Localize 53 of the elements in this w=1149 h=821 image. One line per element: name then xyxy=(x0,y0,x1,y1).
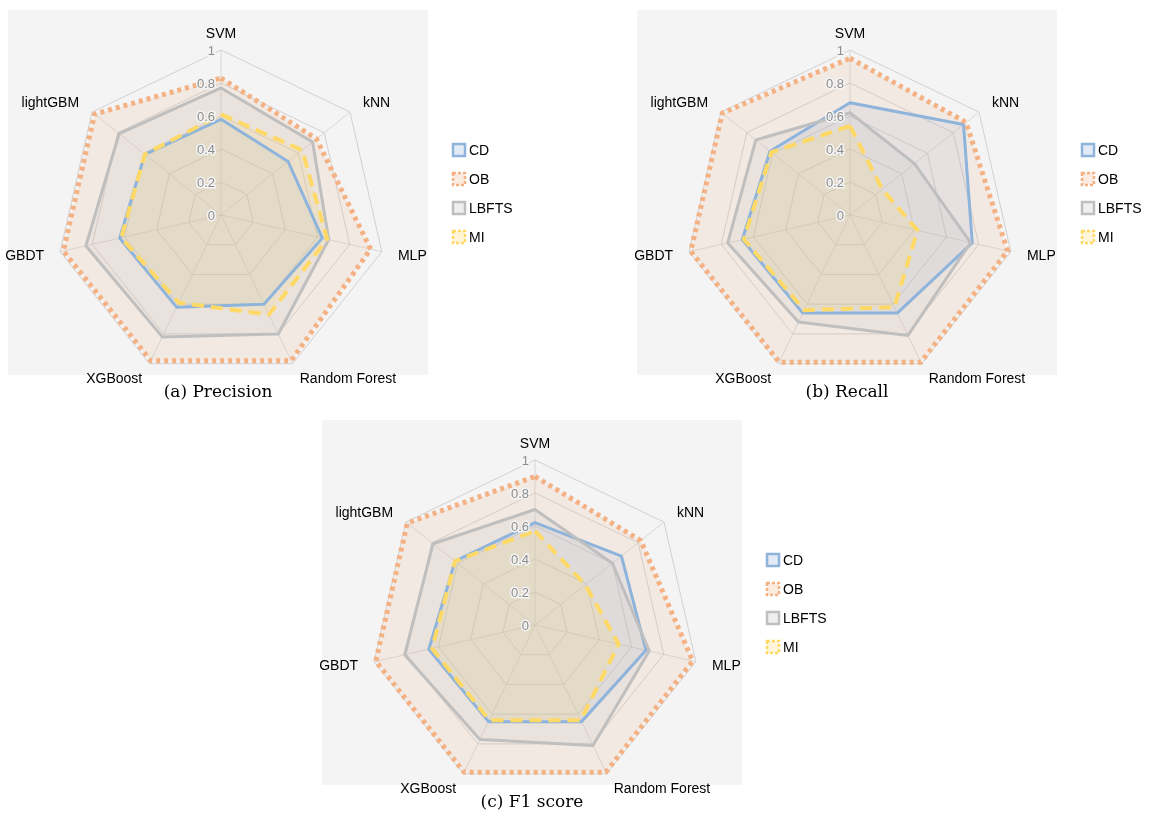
y-tick-label: 0.2 xyxy=(825,174,844,190)
legend-label: CD xyxy=(1098,141,1119,158)
y-tick-label: 0.8 xyxy=(825,75,844,91)
y-tick-label: 0.4 xyxy=(825,141,844,157)
y-tick-label: 0 xyxy=(521,617,529,633)
legend-label: CD xyxy=(469,141,490,158)
y-tick-label: 0.4 xyxy=(510,551,529,567)
spoke-label: Random Forest xyxy=(613,780,711,797)
spoke-label: GBDT xyxy=(5,247,45,264)
spoke-label: XGBoost xyxy=(715,370,772,387)
legend-label: OB xyxy=(783,580,804,597)
spoke-label: kNN xyxy=(676,503,705,520)
y-tick-label: 0.2 xyxy=(510,584,529,600)
spoke-label: lightGBM xyxy=(335,503,394,520)
spoke-label: MLP xyxy=(711,657,741,674)
y-tick-label: 0.6 xyxy=(196,108,215,124)
spoke-label: kNN xyxy=(991,93,1020,110)
spoke-label: lightGBM xyxy=(650,93,709,110)
y-tick-label: 1 xyxy=(207,42,215,58)
y-tick-label: 0.8 xyxy=(196,75,215,91)
spoke-label: XGBoost xyxy=(400,780,457,797)
y-tick-label: 0 xyxy=(836,207,844,223)
spoke-label: GBDT xyxy=(634,247,674,264)
y-tick-label: 0.8 xyxy=(510,485,529,501)
spoke-label: Random Forest xyxy=(928,370,1026,387)
legend-label: MI xyxy=(783,638,799,655)
legend-label: MI xyxy=(1098,228,1114,245)
legend-label: LBFTS xyxy=(783,609,827,626)
spoke-label: SVM xyxy=(834,25,866,42)
spoke-label: MLP xyxy=(1026,247,1056,264)
y-tick-label: 0.4 xyxy=(196,141,215,157)
legend-label: LBFTS xyxy=(1098,199,1142,216)
spoke-label: lightGBM xyxy=(21,93,80,110)
text: (b) Recall xyxy=(805,381,889,401)
legend-label: CD xyxy=(783,551,804,568)
spoke-label: SVM xyxy=(519,435,551,452)
text: (a) Precision xyxy=(163,381,273,401)
spoke-label: Random Forest xyxy=(299,370,397,387)
y-tick-label: 1 xyxy=(521,452,529,468)
legend-label: MI xyxy=(469,228,485,245)
spoke-label: GBDT xyxy=(319,657,359,674)
y-tick-label: 1 xyxy=(836,42,844,58)
legend-label: LBFTS xyxy=(469,199,513,216)
text: (c) F1 score xyxy=(480,791,584,811)
legend-label: OB xyxy=(469,170,490,187)
y-tick-label: 0 xyxy=(207,207,215,223)
legend-label: OB xyxy=(1098,170,1119,187)
y-tick-label: 0.2 xyxy=(196,174,215,190)
spoke-label: kNN xyxy=(362,93,391,110)
spoke-label: XGBoost xyxy=(86,370,143,387)
y-tick-label: 0.6 xyxy=(825,108,844,124)
spoke-label: SVM xyxy=(205,25,237,42)
spoke-label: MLP xyxy=(397,247,427,264)
